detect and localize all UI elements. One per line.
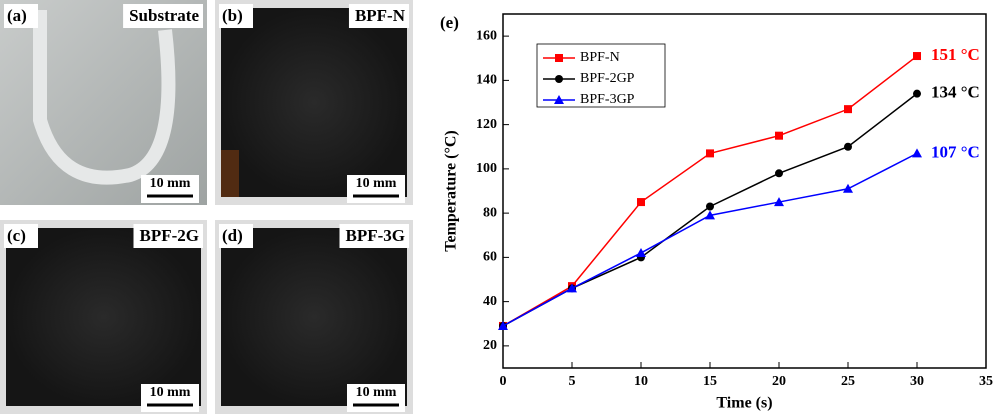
panel-name: BPF-2G xyxy=(140,226,200,245)
panel-name: Substrate xyxy=(129,6,199,25)
legend-label: BPF-3GP xyxy=(580,92,635,107)
x-tick-label: 25 xyxy=(841,374,855,389)
marker xyxy=(636,248,646,257)
panel-name: BPF-N xyxy=(355,6,406,25)
marker xyxy=(706,149,714,157)
marker xyxy=(912,148,922,157)
x-tick-label: 20 xyxy=(772,374,786,389)
y-tick-label: 120 xyxy=(476,117,497,132)
legend-label: BPF-N xyxy=(580,50,620,65)
sample xyxy=(221,228,407,406)
chart: 0 5 10 15 20 25 30 35 20 40 60 80 100 120 140 160 Time (… xyxy=(440,13,993,412)
panel-label: (e) xyxy=(440,13,459,32)
y-tick-label: 60 xyxy=(483,250,497,265)
marker xyxy=(844,143,852,151)
sample xyxy=(221,8,407,197)
x-axis-label: Time (s) xyxy=(716,395,772,412)
marker xyxy=(843,184,853,193)
y-tick-label: 20 xyxy=(483,338,497,353)
panel-label: (c) xyxy=(7,226,26,245)
marker xyxy=(775,132,783,140)
y-tick-label: 40 xyxy=(483,294,497,309)
annotation: 107 °C xyxy=(931,142,980,161)
marker xyxy=(844,105,852,113)
y-tick-label: 140 xyxy=(476,73,497,88)
figure: (a) Substrate 10 mm (b) BPF-N 10 mm (c) BPF-2G 1… xyxy=(0,0,997,414)
y-tick-label: 100 xyxy=(476,161,497,176)
rust-edge xyxy=(221,150,239,197)
marker xyxy=(913,52,921,60)
scale-text: 10 mm xyxy=(150,176,191,191)
x-tick-label: 0 xyxy=(500,374,507,389)
y-axis-label: Temperature (°C) xyxy=(443,130,460,251)
y-tick-label: 160 xyxy=(476,28,497,43)
marker xyxy=(913,90,921,98)
marker xyxy=(775,169,783,177)
marker xyxy=(555,75,563,83)
annotation: 151 °C xyxy=(931,45,980,64)
x-tick-label: 30 xyxy=(910,374,924,389)
x-tick-label: 10 xyxy=(634,374,648,389)
legend-label: BPF-2GP xyxy=(580,71,635,86)
annotation: 134 °C xyxy=(931,83,980,102)
photo-panels: (a) Substrate 10 mm (b) BPF-N 10 mm (c) BPF-2G 1… xyxy=(0,0,413,414)
scale-text: 10 mm xyxy=(356,385,397,400)
marker xyxy=(637,198,645,206)
panel-label: (a) xyxy=(7,6,27,25)
scale-text: 10 mm xyxy=(356,176,397,191)
plot-frame xyxy=(503,14,986,368)
panel-label: (b) xyxy=(222,6,243,25)
scale-text: 10 mm xyxy=(150,385,191,400)
marker xyxy=(555,54,563,62)
series-line xyxy=(503,56,917,326)
marker xyxy=(706,202,714,210)
x-tick-label: 35 xyxy=(979,374,993,389)
panel-name: BPF-3G xyxy=(346,226,406,245)
y-tick-label: 80 xyxy=(483,205,497,220)
x-tick-label: 5 xyxy=(569,374,576,389)
x-tick-label: 15 xyxy=(703,374,717,389)
series-line xyxy=(503,153,917,326)
panel-label: (d) xyxy=(222,226,243,245)
sample xyxy=(6,228,201,406)
